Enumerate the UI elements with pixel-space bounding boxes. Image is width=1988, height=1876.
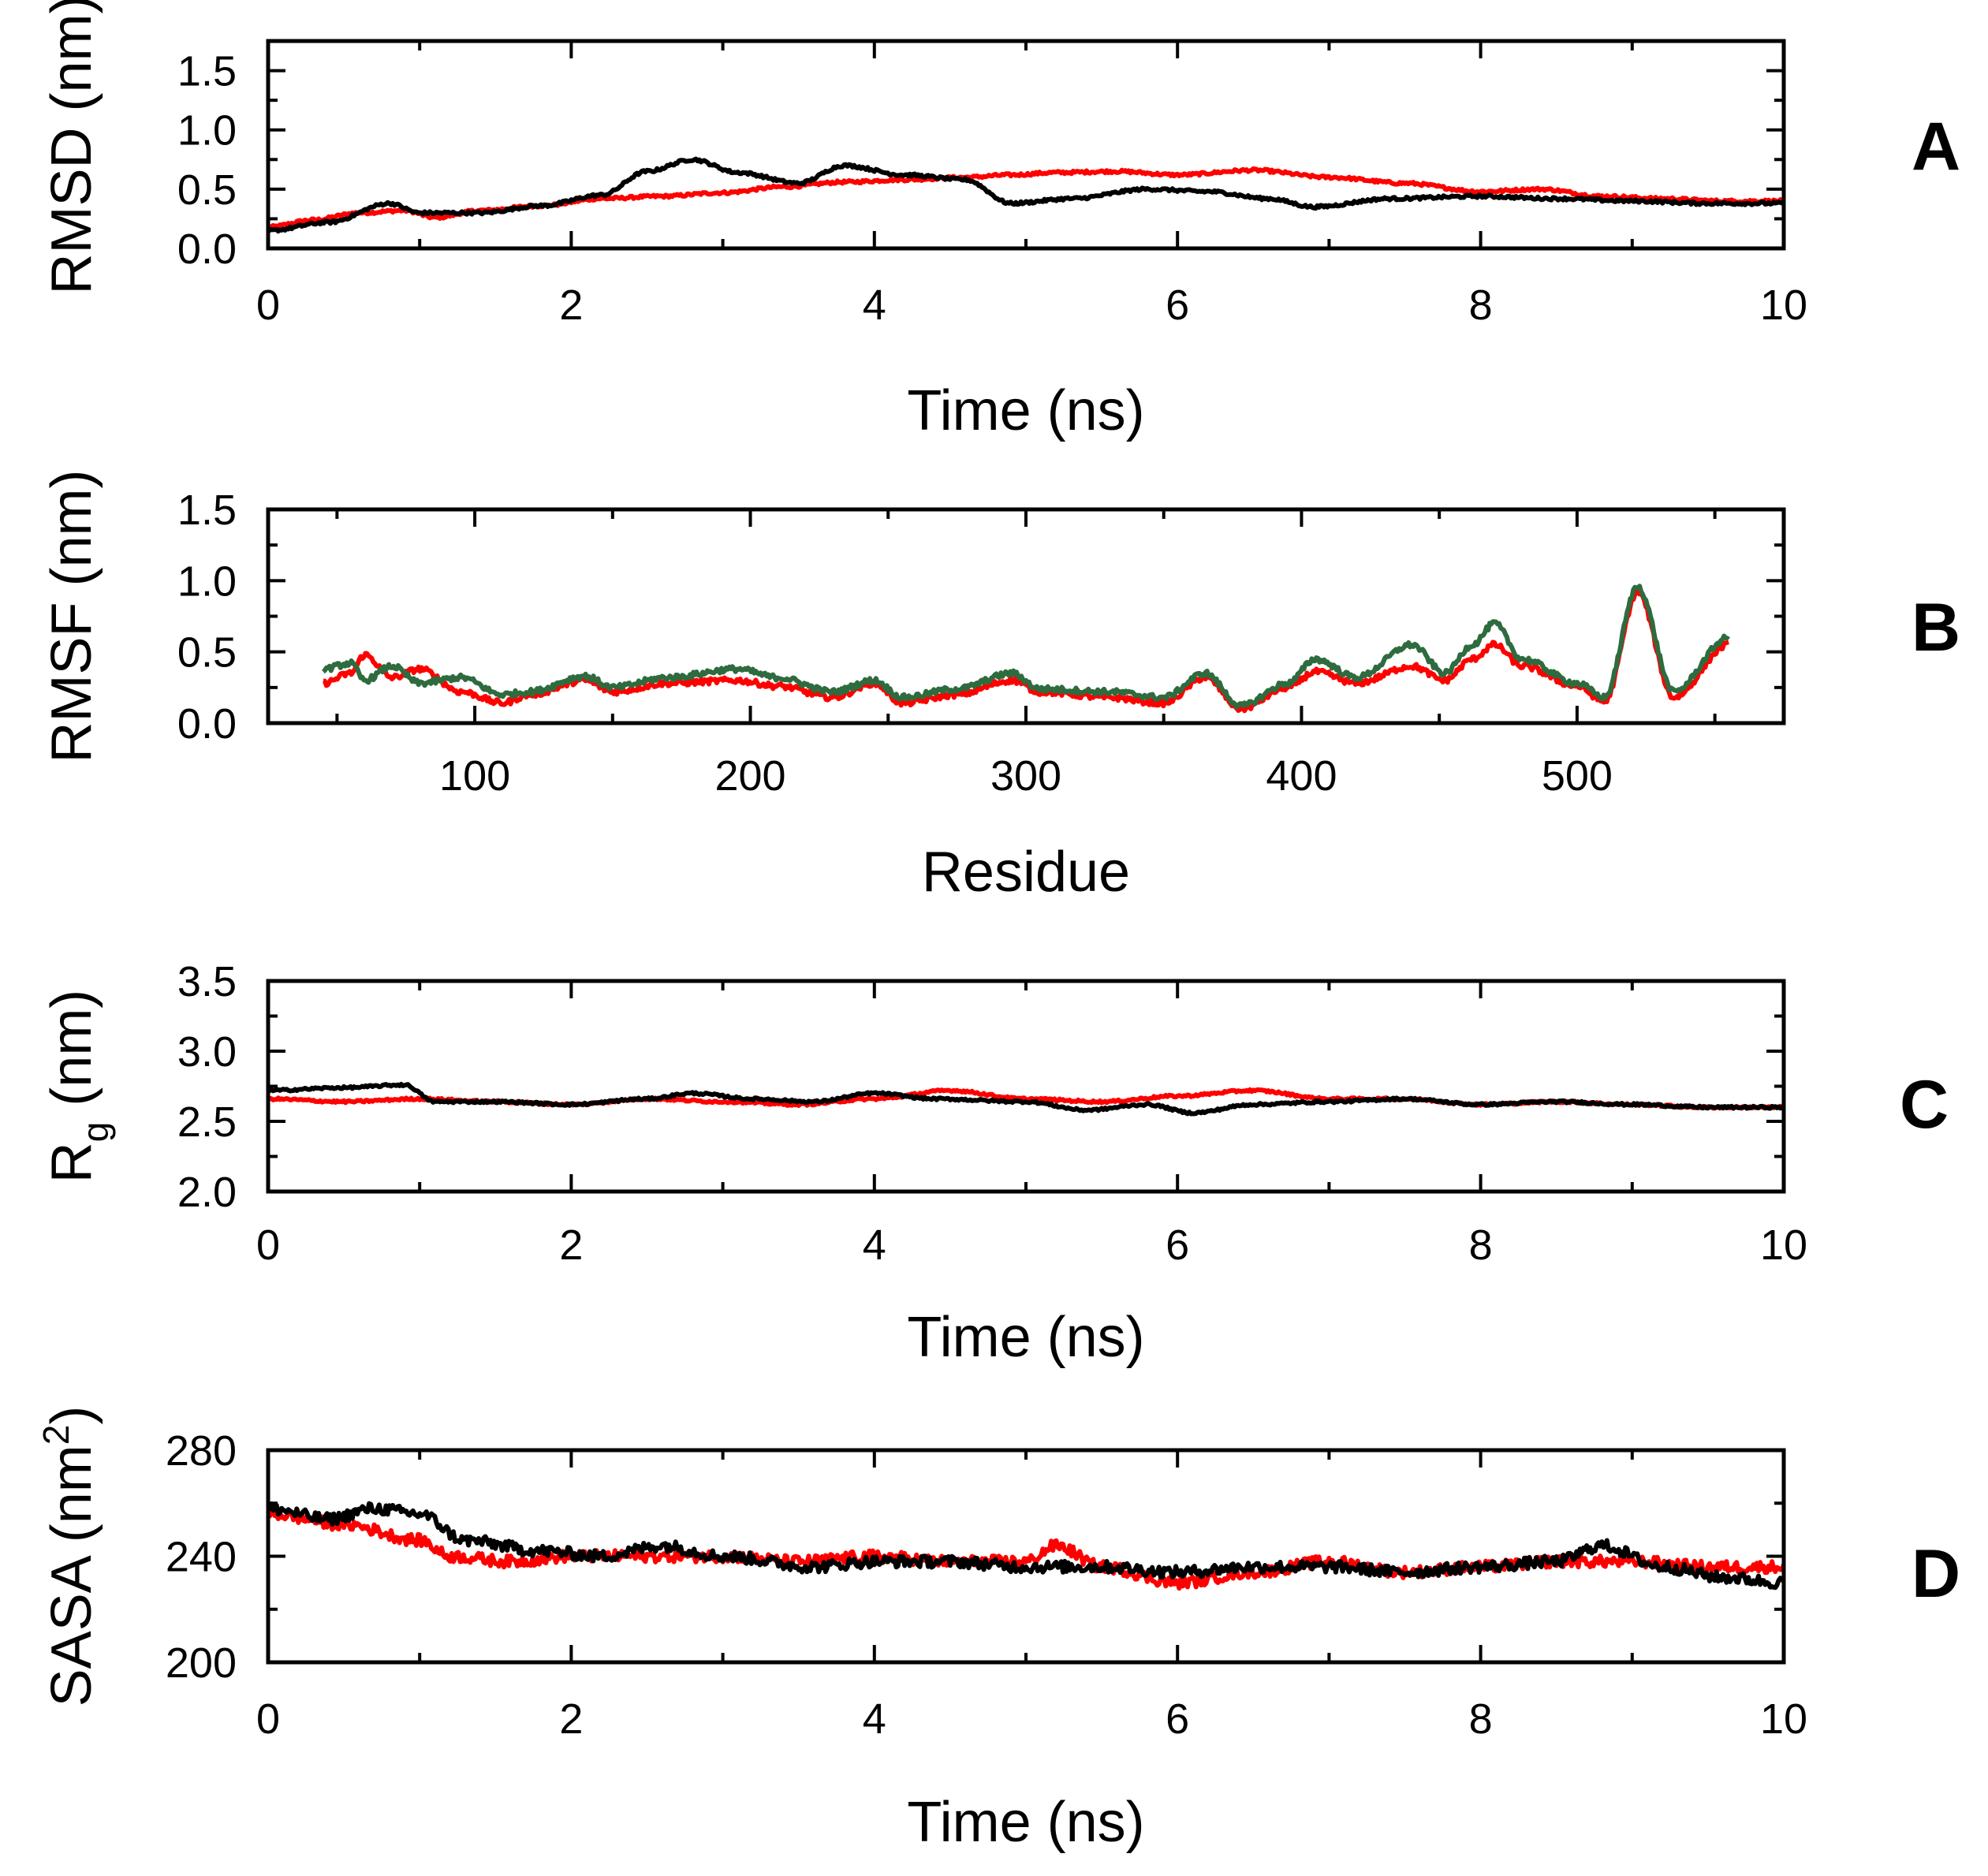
x-tick-label: 10 xyxy=(1760,282,1807,329)
y-tick-label: 3.0 xyxy=(177,1028,237,1076)
series-black-line xyxy=(268,1501,1784,1591)
x-tick-label: 8 xyxy=(1469,1695,1493,1743)
x-axis-title: Residue xyxy=(922,841,1130,904)
y-tick-label: 2.0 xyxy=(177,1169,237,1216)
x-axis-title: Time (ns) xyxy=(907,1791,1144,1854)
y-tick-label: 0.0 xyxy=(177,226,237,273)
y-axis-title: SASA (nm2) xyxy=(35,1406,103,1707)
y-tick-label: 1.0 xyxy=(177,107,237,155)
x-tick-label: 0 xyxy=(256,1221,280,1269)
panel-label: C xyxy=(1900,1067,1949,1143)
panel-label: D xyxy=(1912,1536,1960,1612)
x-tick-label: 4 xyxy=(863,1221,886,1269)
x-tick-label: 0 xyxy=(256,1695,280,1743)
x-tick-label: 6 xyxy=(1166,282,1189,329)
y-tick-label: 1.5 xyxy=(177,487,237,534)
y-tick-label: 1.0 xyxy=(177,558,237,605)
x-tick-label: 8 xyxy=(1469,1221,1493,1269)
y-axis-title-tail: ) xyxy=(40,1406,103,1425)
y-tick-label: 1.5 xyxy=(177,48,237,95)
y-axis-title: RMSF (nm) xyxy=(40,470,103,763)
y-tick-label: 200 xyxy=(166,1639,237,1687)
y-axis-title-main: R xyxy=(40,1142,103,1183)
y-tick-label: 240 xyxy=(166,1534,237,1581)
x-tick-label: 500 xyxy=(1542,752,1613,800)
y-axis-title-main: RMSD (nm) xyxy=(40,0,103,294)
panel-b: 100 200 300 400 500 0.0 0.5 1.0 1.5 Residue RMSF (… xyxy=(40,470,1960,904)
x-tick-label: 10 xyxy=(1760,1695,1807,1743)
y-axis-title: RMSD (nm) xyxy=(40,0,103,294)
y-tick-label: 2.5 xyxy=(177,1098,237,1146)
x-tick-label: 2 xyxy=(559,1221,583,1269)
x-tick-label: 6 xyxy=(1166,1695,1189,1743)
plot-frame xyxy=(266,39,1786,251)
x-tick-label: 4 xyxy=(863,282,886,329)
y-axis-title-main: RMSF (nm) xyxy=(40,470,103,763)
x-tick-label: 2 xyxy=(559,282,583,329)
x-tick-label: 4 xyxy=(863,1695,886,1743)
panel-a: 0 2 4 6 8 10 0.0 0.5 1.0 1.5 Time (ns) RMSD (nm) A xyxy=(40,0,1960,442)
y-tick-label: 0.5 xyxy=(177,166,237,214)
y-tick-label: 0.0 xyxy=(177,700,237,748)
x-tick-label: 10 xyxy=(1760,1221,1807,1269)
x-axis-title: Time (ns) xyxy=(907,379,1144,442)
y-tick-label: 0.5 xyxy=(177,629,237,677)
y-axis-title: Rg (nm) xyxy=(40,990,116,1184)
y-axis-title-tail: (nm) xyxy=(40,990,103,1122)
series-black-line xyxy=(268,1081,1784,1117)
series-black-line xyxy=(268,156,1784,234)
y-tick-label: 3.5 xyxy=(177,958,237,1005)
x-tick-label: 200 xyxy=(714,752,785,800)
x-tick-label: 400 xyxy=(1266,752,1337,800)
y-axis-title-subscript: g xyxy=(75,1122,116,1143)
plot-frame xyxy=(266,979,1786,1194)
panel-c: 0 2 4 6 8 10 2.0 2.5 3.0 3.5 Time (ns) Rg (nm) C xyxy=(40,958,1949,1369)
x-axis-title: Time (ns) xyxy=(907,1306,1144,1369)
x-tick-label: 300 xyxy=(990,752,1061,800)
y-axis-title-superscript: 2 xyxy=(35,1425,76,1445)
x-tick-label: 100 xyxy=(439,752,510,800)
panel-label: B xyxy=(1912,590,1960,666)
y-tick-label: 280 xyxy=(166,1427,237,1475)
x-tick-label: 2 xyxy=(559,1695,583,1743)
x-tick-label: 0 xyxy=(256,282,280,329)
series-red-line xyxy=(322,587,1730,714)
series-red-line xyxy=(268,1087,1784,1111)
series-green-line xyxy=(321,584,1730,710)
panel-label: A xyxy=(1912,109,1960,185)
x-tick-label: 8 xyxy=(1469,282,1493,329)
x-tick-label: 6 xyxy=(1166,1221,1189,1269)
y-axis-title-main: SASA (nm xyxy=(40,1445,103,1706)
